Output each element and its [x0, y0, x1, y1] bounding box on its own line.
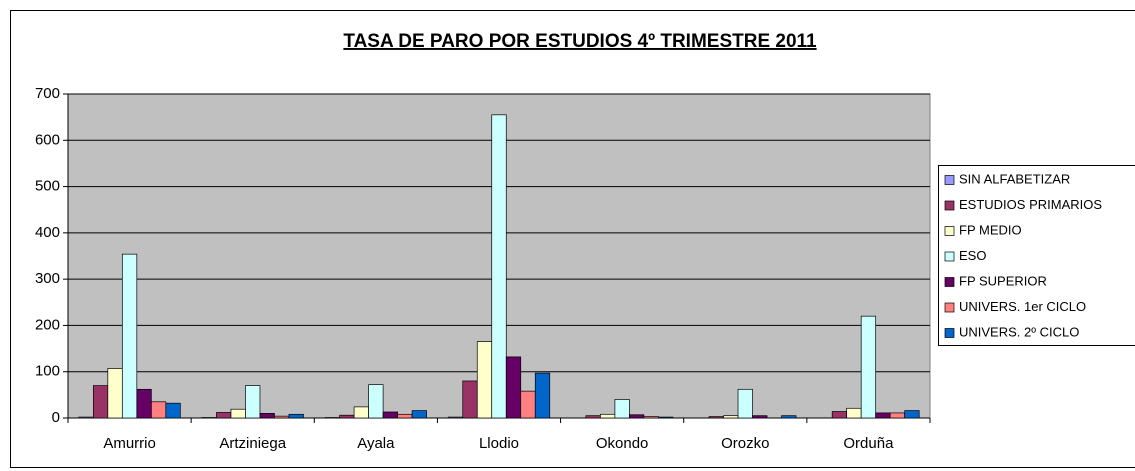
- legend-label: ESO: [959, 248, 986, 263]
- bar: [781, 415, 797, 419]
- x-tick-label: Artziniega: [219, 435, 286, 452]
- bar: [629, 414, 645, 419]
- legend-label: ESTUDIOS PRIMARIOS: [959, 197, 1102, 212]
- bar: [397, 413, 413, 419]
- bar: [476, 341, 493, 419]
- legend-swatch: [944, 251, 955, 262]
- x-tick-label: Orozko: [721, 435, 769, 452]
- legend: SIN ALFABETIZAR ESTUDIOS PRIMARIOS FP MEDI…: [938, 165, 1135, 346]
- legend-swatch: [944, 200, 955, 211]
- bar: [259, 413, 275, 419]
- legend-swatch: [944, 302, 955, 313]
- bar: [491, 114, 507, 419]
- legend-box: [938, 165, 1135, 346]
- bar: [230, 408, 246, 419]
- legend-swatch: [944, 175, 955, 185]
- bar: [904, 410, 920, 419]
- y-tick-label: 700: [35, 85, 60, 102]
- x-tick-label: Okondo: [596, 435, 649, 452]
- bar: [614, 399, 630, 419]
- bar: [92, 385, 109, 419]
- bar: [339, 414, 355, 419]
- y-tick-label: 100: [35, 363, 60, 380]
- bar: [860, 315, 877, 419]
- bar: [723, 415, 739, 419]
- legend-swatch: [944, 328, 955, 338]
- y-tick-label: 600: [35, 131, 60, 148]
- legend-label: FP MEDIO: [959, 222, 1022, 237]
- bar: [245, 385, 261, 419]
- bar: [150, 401, 167, 419]
- bar: [846, 407, 862, 419]
- y-tick-label: 300: [35, 270, 60, 287]
- x-tick-label: Llodio: [479, 435, 519, 452]
- bar: [737, 388, 753, 419]
- bar: [288, 413, 304, 419]
- bar: [534, 372, 551, 419]
- bar: [216, 412, 232, 419]
- bar: [505, 356, 522, 419]
- bar: [136, 388, 152, 419]
- bar: [831, 411, 848, 419]
- bar: [353, 406, 369, 419]
- y-tick-label: 400: [35, 224, 60, 241]
- x-tick-label: Amurrio: [103, 435, 156, 452]
- bar: [78, 416, 94, 419]
- bar: [708, 416, 724, 419]
- x-tick-label: Ayala: [357, 435, 395, 452]
- bar: [875, 412, 891, 419]
- bar: [411, 410, 427, 419]
- bar: [643, 416, 659, 419]
- legend-label: SIN ALFABETIZAR: [959, 171, 1070, 186]
- chart-title: TASA DE PARO POR ESTUDIOS 4º TRIMESTRE 2…: [343, 31, 817, 52]
- bar: [889, 412, 906, 419]
- bar: [658, 416, 674, 419]
- bar: [165, 402, 181, 419]
- legend-label: FP SUPERIOR: [959, 273, 1047, 288]
- y-tick-label: 0: [52, 409, 60, 426]
- bar: [752, 415, 768, 419]
- bar: [107, 368, 123, 419]
- x-tick-label: Orduña: [843, 435, 894, 452]
- bar: [274, 415, 290, 419]
- bar: [368, 384, 384, 419]
- bar: [382, 411, 398, 419]
- bar: [520, 390, 536, 419]
- y-tick-label: 200: [35, 316, 60, 333]
- legend-label: UNIVERS. 1er CICLO: [959, 299, 1086, 314]
- bar: [447, 416, 464, 419]
- legend-swatch: [944, 226, 955, 236]
- bar: [121, 253, 138, 419]
- legend-swatch: [944, 277, 955, 287]
- y-tick-label: 500: [35, 178, 60, 195]
- legend-label: UNIVERS. 2º CICLO: [959, 324, 1079, 339]
- bar: [462, 380, 478, 419]
- bar: [585, 415, 601, 419]
- bar: [600, 413, 616, 419]
